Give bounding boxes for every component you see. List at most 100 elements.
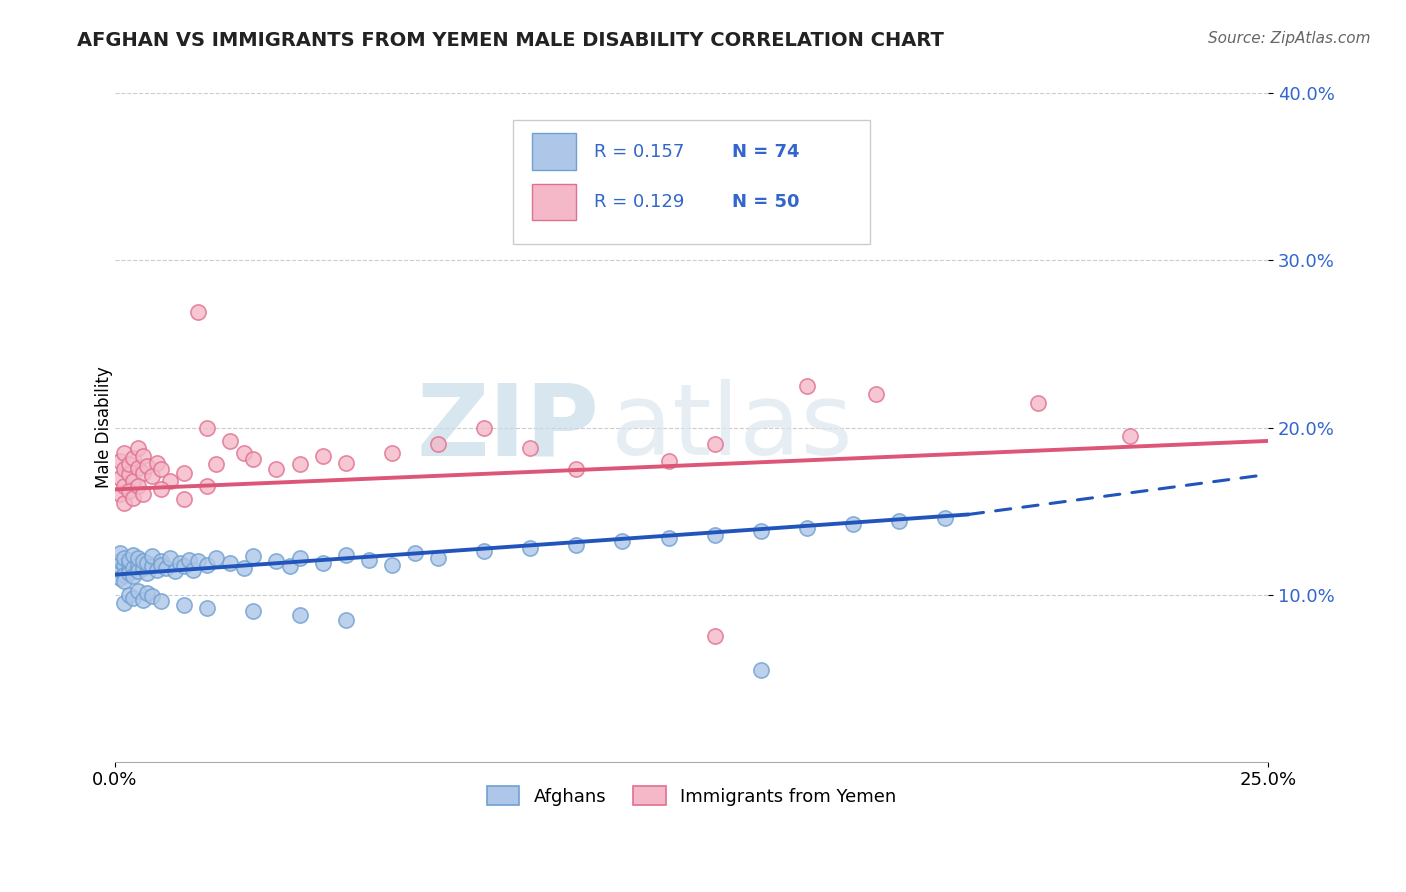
Point — [122, 450, 145, 465]
Point — [131, 554, 153, 568]
Point — [311, 556, 333, 570]
Text: N = 74: N = 74 — [733, 143, 800, 161]
Point — [195, 420, 218, 434]
Point — [108, 454, 131, 468]
Point — [112, 567, 135, 582]
Point — [519, 441, 541, 455]
Point — [136, 458, 159, 473]
Point — [108, 546, 131, 560]
Point — [131, 592, 153, 607]
Point — [118, 552, 141, 566]
Point — [118, 566, 141, 580]
Point — [118, 588, 141, 602]
Point — [145, 456, 167, 470]
Point — [404, 546, 426, 560]
Point — [122, 591, 145, 605]
Point — [177, 552, 200, 566]
Point — [112, 462, 135, 476]
Point — [278, 559, 301, 574]
Text: Source: ZipAtlas.com: Source: ZipAtlas.com — [1208, 31, 1371, 46]
Point — [141, 559, 163, 574]
Point — [118, 563, 141, 577]
Point — [122, 474, 145, 488]
Point — [426, 550, 449, 565]
Point — [136, 566, 159, 580]
Text: R = 0.157: R = 0.157 — [593, 143, 683, 161]
Point — [187, 554, 209, 568]
Point — [141, 549, 163, 564]
Point — [381, 445, 404, 459]
Point — [112, 550, 135, 565]
Point — [242, 549, 264, 564]
Point — [657, 531, 679, 545]
Point — [195, 558, 218, 572]
Point — [159, 550, 181, 565]
Point — [311, 449, 333, 463]
FancyBboxPatch shape — [513, 120, 870, 244]
Point — [131, 561, 153, 575]
Point — [565, 462, 588, 476]
Point — [657, 454, 679, 468]
Point — [108, 571, 131, 585]
Point — [122, 569, 145, 583]
Point — [796, 521, 818, 535]
Point — [173, 492, 195, 507]
Point — [169, 556, 191, 570]
Point — [136, 556, 159, 570]
Point — [131, 466, 153, 480]
Point — [136, 586, 159, 600]
Point — [108, 563, 131, 577]
Point — [155, 561, 177, 575]
Point — [127, 564, 149, 578]
Point — [749, 663, 772, 677]
Point — [796, 379, 818, 393]
Point — [173, 466, 195, 480]
Point — [335, 613, 357, 627]
Point — [112, 479, 135, 493]
Point — [233, 445, 256, 459]
Point — [288, 550, 311, 565]
Point — [703, 437, 725, 451]
Point — [112, 574, 135, 589]
Y-axis label: Male Disability: Male Disability — [96, 367, 112, 489]
Point — [472, 544, 495, 558]
Point — [266, 554, 288, 568]
Point — [122, 491, 145, 505]
Point — [112, 445, 135, 459]
Point — [565, 537, 588, 551]
Point — [127, 460, 149, 475]
Point — [842, 517, 865, 532]
Point — [108, 471, 131, 485]
Point — [242, 604, 264, 618]
Point — [131, 487, 153, 501]
Point — [127, 441, 149, 455]
Point — [108, 487, 131, 501]
Point — [195, 479, 218, 493]
Point — [118, 467, 141, 482]
Point — [118, 458, 141, 472]
Point — [205, 458, 228, 472]
Point — [112, 596, 135, 610]
Bar — [533, 184, 576, 220]
Point — [703, 527, 725, 541]
Point — [1119, 429, 1142, 443]
Point — [173, 598, 195, 612]
Point — [127, 584, 149, 599]
Point — [163, 564, 186, 578]
Point — [127, 550, 149, 565]
Bar — [533, 134, 576, 170]
Point — [381, 558, 404, 572]
Point — [1026, 395, 1049, 409]
Point — [865, 387, 887, 401]
Point — [749, 524, 772, 538]
Text: R = 0.129: R = 0.129 — [593, 193, 683, 211]
Point — [612, 534, 634, 549]
Point — [118, 484, 141, 499]
Point — [112, 558, 135, 572]
Point — [266, 462, 288, 476]
Point — [112, 496, 135, 510]
Point — [357, 552, 380, 566]
Point — [122, 561, 145, 575]
Point — [173, 559, 195, 574]
Point — [233, 561, 256, 575]
